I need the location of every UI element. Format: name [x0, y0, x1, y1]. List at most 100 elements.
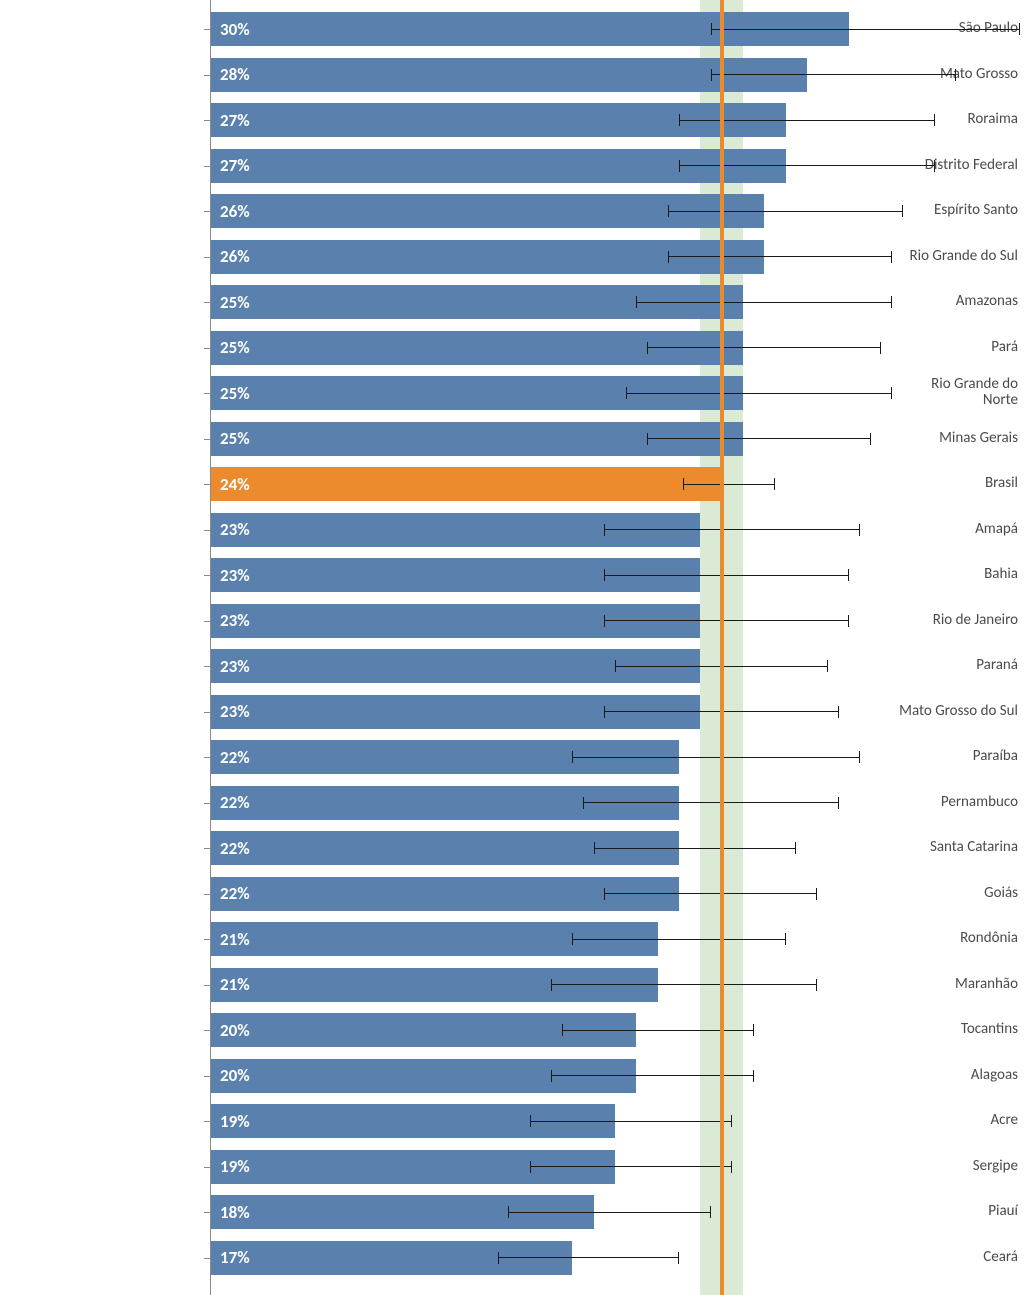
error-bar-cap-high [731, 1161, 732, 1173]
error-bar-cap-low [647, 433, 648, 445]
bar-value-label: 22% [220, 792, 250, 813]
error-bar-cap-high [859, 751, 860, 763]
error-bar-cap-high [838, 797, 839, 809]
bar-value-label: 22% [220, 747, 250, 768]
error-bar-cap-high [774, 478, 775, 490]
error-bar-line [594, 848, 797, 849]
bar-value-label: 23% [220, 701, 250, 722]
bar-value-label: 23% [220, 519, 250, 540]
error-bar-cap-high [934, 160, 935, 172]
bar-value-label: 18% [220, 1202, 250, 1223]
category-label: Acre [824, 1103, 1024, 1139]
error-bar-cap-low [572, 933, 573, 945]
error-bar-cap-low [668, 251, 669, 263]
error-bar-cap-high [955, 69, 956, 81]
category-label-text: Goiás [984, 886, 1018, 902]
bar-value-label: 19% [220, 1156, 250, 1177]
category-label-text: Rondônia [960, 931, 1018, 947]
error-bar-cap-low [551, 979, 552, 991]
bar-value-label: 23% [220, 565, 250, 586]
category-label: Rondônia [824, 921, 1024, 957]
category-label: Ceará [824, 1240, 1024, 1276]
error-bar-cap-low [604, 888, 605, 900]
bar-value-label: 22% [220, 883, 250, 904]
category-label-text: Minas Gerais [939, 431, 1018, 447]
error-bar-cap-low [551, 1070, 552, 1082]
error-bar-cap-high [891, 387, 892, 399]
error-bar-line [647, 438, 871, 439]
bar-highlight: 24% [210, 467, 722, 501]
bar-value-label: 23% [220, 610, 250, 631]
bar-value-label: 25% [220, 383, 250, 404]
error-bar-cap-low [508, 1206, 509, 1218]
bar-value-label: 30% [220, 19, 250, 40]
percentage-bar-chart: São Paulo30%Mato Grosso28%Roraima27%Dist… [0, 0, 1024, 1295]
error-bar-line [668, 211, 902, 212]
error-bar-line [647, 347, 881, 348]
category-label: Sergipe [824, 1149, 1024, 1185]
error-bar-cap-high [785, 933, 786, 945]
error-bar-cap-low [683, 478, 684, 490]
error-bar-cap-high [816, 888, 817, 900]
error-bar-cap-low [604, 524, 605, 536]
bar-value-label: 26% [220, 246, 250, 267]
category-label: Rio de Janeiro [824, 603, 1024, 639]
error-bar-line [572, 939, 785, 940]
error-bar-cap-high [891, 251, 892, 263]
error-bar-line [604, 893, 817, 894]
error-bar-line [626, 393, 892, 394]
category-label-text: Tocantins [961, 1022, 1018, 1038]
error-bar-cap-low [498, 1252, 499, 1264]
bar-value-label: 21% [220, 929, 250, 950]
category-label: Brasil [824, 466, 1024, 502]
error-bar-line [562, 1030, 754, 1031]
reference-line [720, 0, 724, 1295]
category-label-text: Acre [990, 1113, 1018, 1129]
error-bar-cap-high [848, 615, 849, 627]
error-bar-cap-low [668, 205, 669, 217]
error-bar-line [604, 529, 860, 530]
bar-value-label: 28% [220, 64, 250, 85]
error-bar-cap-high [902, 205, 903, 217]
error-bar-cap-high [678, 1252, 679, 1264]
error-bar-cap-high [827, 660, 828, 672]
error-bar-line [498, 1257, 679, 1258]
error-bar-cap-high [710, 1206, 711, 1218]
bar-value-label: 21% [220, 974, 250, 995]
error-bar-cap-low [562, 1024, 563, 1036]
error-bar-cap-low [679, 114, 680, 126]
bar-value-label: 26% [220, 201, 250, 222]
error-bar-cap-high [870, 433, 871, 445]
error-bar-line [604, 620, 849, 621]
error-bar-cap-low [530, 1161, 531, 1173]
error-bar-cap-low [583, 797, 584, 809]
category-label: Alagoas [824, 1058, 1024, 1094]
error-bar-line [530, 1121, 733, 1122]
bar-value-label: 27% [220, 110, 250, 131]
error-bar-line [683, 484, 775, 485]
error-bar-cap-low [647, 342, 648, 354]
category-label-text: Ceará [983, 1250, 1018, 1266]
error-bar-cap-high [838, 706, 839, 718]
error-bar-cap-low [679, 160, 680, 172]
error-bar-cap-low [711, 69, 712, 81]
bar-value-label: 23% [220, 656, 250, 677]
error-bar-line [679, 165, 935, 166]
bar-value-label: 27% [220, 155, 250, 176]
category-label-text: Rio Grande doNorte [931, 377, 1018, 409]
category-label: Mato Grosso do Sul [824, 694, 1024, 730]
bar-value-label: 22% [220, 838, 250, 859]
error-bar-cap-high [859, 524, 860, 536]
category-label: Bahia [824, 557, 1024, 593]
category-label-text: Brasil [985, 476, 1018, 492]
category-label-text: Rio Grande do Sul [910, 249, 1018, 265]
category-label-text: Santa Catarina [930, 840, 1018, 856]
error-bar-line [583, 802, 839, 803]
error-bar-line [679, 120, 935, 121]
bar-value-label: 17% [220, 1247, 250, 1268]
bar-value-label: 20% [220, 1065, 250, 1086]
error-bar-line [551, 984, 817, 985]
error-bar-line [711, 74, 956, 75]
error-bar-cap-high [795, 842, 796, 854]
category-label-text: Sergipe [973, 1159, 1018, 1175]
